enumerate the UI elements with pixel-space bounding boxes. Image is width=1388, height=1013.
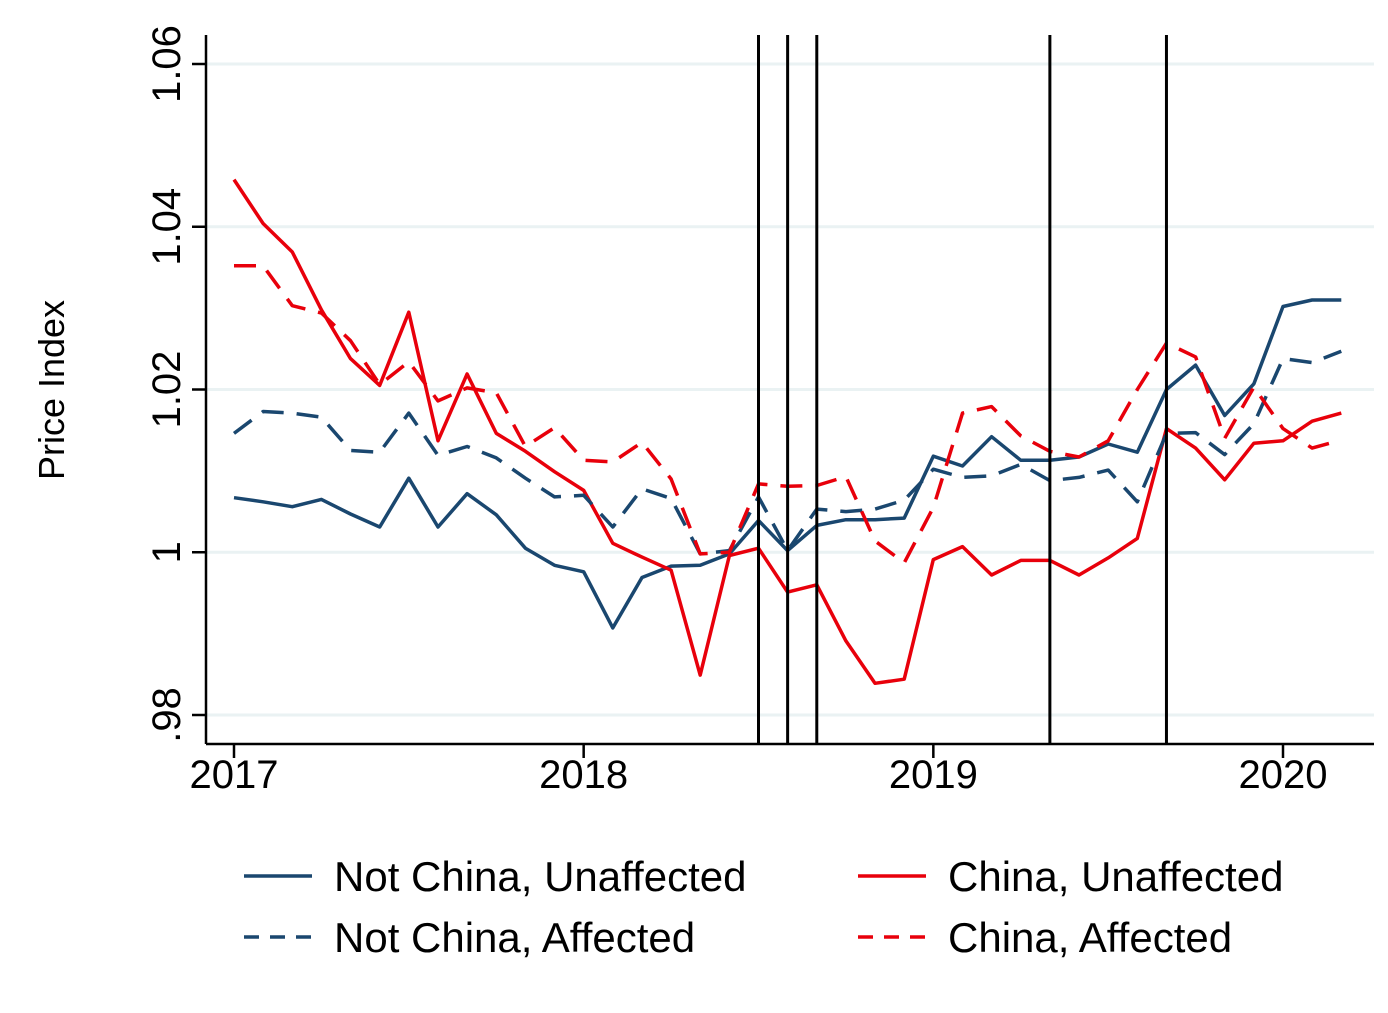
x-tick-label-1: 2018 <box>539 753 628 797</box>
legend: Not China, Unaffected China, Unaffected No… <box>244 853 1283 961</box>
legend-label-2: Not China, Affected <box>334 914 695 961</box>
gridlines <box>206 62 1374 717</box>
x-ticks: 2017 2018 2019 2020 <box>190 744 1328 797</box>
legend-label-3: China, Affected <box>948 914 1232 961</box>
event-vertical-lines <box>757 35 1168 744</box>
y-tick-label-2: 1.02 <box>145 351 189 429</box>
legend-label-0: Not China, Unaffected <box>334 853 746 900</box>
x-tick-label-0: 2017 <box>190 753 279 797</box>
y-tick-label-0: .98 <box>145 687 189 743</box>
legend-label-1: China, Unaffected <box>948 853 1283 900</box>
x-tick-label-3: 2020 <box>1239 753 1328 797</box>
y-ticks: .98 1 1.02 1.04 1.06 <box>145 25 206 743</box>
x-tick-label-2: 2019 <box>889 753 978 797</box>
y-tick-label-1: 1 <box>145 541 189 563</box>
y-tick-label-3: 1.04 <box>145 188 189 266</box>
y-axis-title: Price Index <box>31 300 72 480</box>
y-tick-label-4: 1.06 <box>145 25 189 103</box>
